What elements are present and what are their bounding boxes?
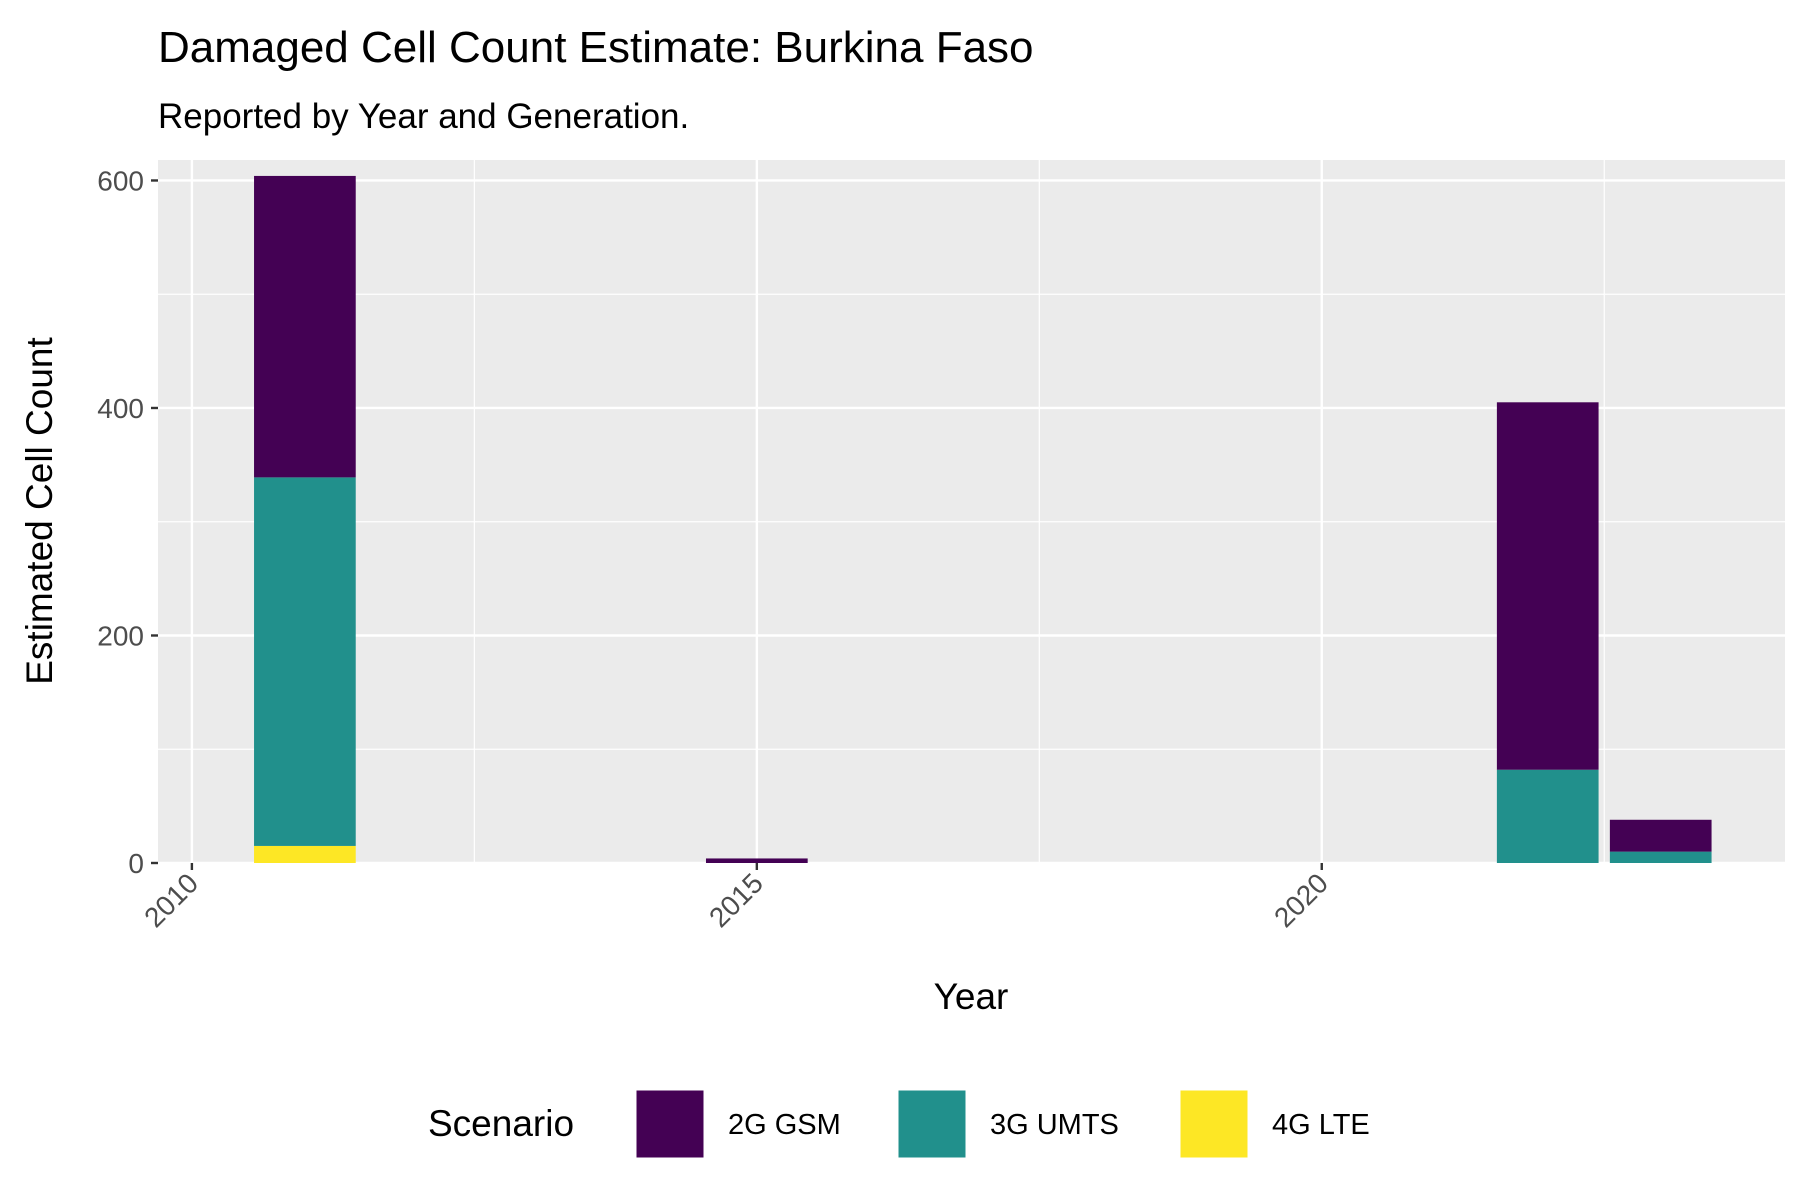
bar-2g-gsm: 2G GSM 2022: 323 [1496, 402, 1599, 770]
bar-2g-gsm: 2G GSM 2011: 265 [254, 175, 356, 478]
x-tick-labels: 2010 2015 2020 [138, 867, 1334, 933]
y-tick-label: 600 [97, 165, 144, 196]
bar-2g-gsm: 2G GSM 2023: 28 [1609, 819, 1712, 852]
legend-key [897, 1089, 967, 1159]
y-tick-label: 0 [128, 848, 144, 879]
x-axis-title: Year [934, 976, 1009, 1017]
y-axis-title: Estimated Cell Count [19, 337, 60, 685]
legend-key [635, 1089, 705, 1159]
bar-2g-gsm: 2G GSM 2015: 4 [705, 858, 808, 863]
chart-subtitle: Reported by Year and Generation. [158, 97, 689, 136]
legend-label: 4G LTE [1272, 1109, 1370, 1141]
bar-3g-umts: 3G UMTS 2011: 324 [254, 477, 356, 846]
legend: Scenario 2G GSM 3G UMTS 4G LTE [428, 1089, 1370, 1159]
bars: 4G LTE 2011: 153G UMTS 2011: 3242G GSM 2… [254, 175, 1712, 863]
legend-title: Scenario [428, 1103, 574, 1144]
bar-4g-lte: 4G LTE 2011: 15 [254, 845, 356, 863]
y-tick-label: 200 [97, 620, 144, 651]
bar-3g-umts: 3G UMTS 2022: 82 [1496, 769, 1599, 863]
y-tick-labels: 0 200 400 600 [97, 165, 144, 879]
chart-title: Damaged Cell Count Estimate: Burkina Fas… [158, 23, 1034, 72]
x-tick-label: 2015 [703, 867, 769, 933]
axis-ticks [151, 179, 1323, 870]
x-tick-label: 2020 [1268, 867, 1334, 933]
legend-label: 3G UMTS [990, 1109, 1119, 1141]
legend-key [1179, 1089, 1249, 1159]
x-tick-label: 2010 [138, 867, 204, 933]
bar-3g-umts: 3G UMTS 2023: 10 [1609, 851, 1712, 863]
legend-label: 2G GSM [728, 1109, 841, 1141]
y-tick-label: 400 [97, 393, 144, 424]
